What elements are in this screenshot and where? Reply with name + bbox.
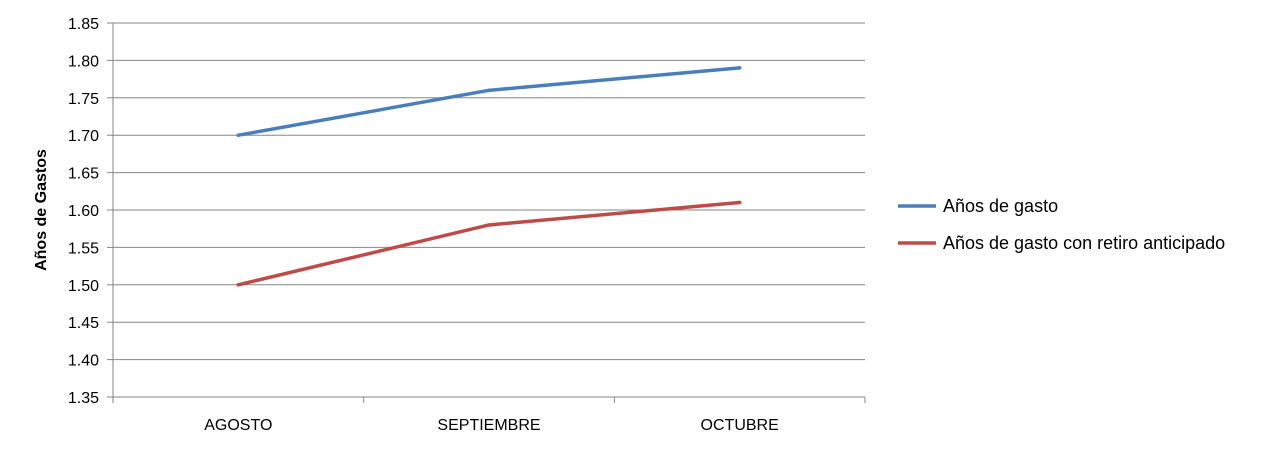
y-tick-label: 1.35 <box>68 390 99 407</box>
y-axis-title: Años de Gastos <box>33 149 50 271</box>
data-point <box>737 66 742 70</box>
data-point <box>487 223 491 227</box>
y-tick-label: 1.40 <box>68 353 99 370</box>
series-lines <box>236 66 742 287</box>
y-axis-tick-labels: 1.35 1.40 1.45 1.50 1.55 1.60 1.65 1.70 1.75 1.80… <box>68 16 99 407</box>
x-axis-tick-labels: AGOSTO SEPTIEMBRE OCTUBRE <box>204 417 779 434</box>
y-tick-label: 1.85 <box>68 16 99 33</box>
y-tick-label: 1.50 <box>68 278 99 295</box>
data-point <box>737 200 742 205</box>
y-tick-label: 1.80 <box>68 53 99 70</box>
y-tick-label: 1.45 <box>68 315 99 332</box>
x-tick-label: OCTUBRE <box>701 417 779 434</box>
legend: Años de gasto Años de gasto con retiro an… <box>898 196 1225 253</box>
x-tick-label: AGOSTO <box>204 417 272 434</box>
data-point <box>487 88 491 93</box>
legend-label: Años de gasto con retiro anticipado <box>943 233 1225 253</box>
y-tick-label: 1.55 <box>68 240 99 257</box>
x-tick-label: SEPTIEMBRE <box>437 417 540 434</box>
data-point <box>236 283 241 287</box>
gridlines <box>113 22 865 398</box>
axes <box>107 22 866 403</box>
y-tick-label: 1.70 <box>68 128 99 145</box>
series-line-1 <box>236 66 742 137</box>
series-line-2 <box>236 200 742 287</box>
y-tick-label: 1.60 <box>68 203 99 220</box>
data-point <box>236 133 241 137</box>
y-tick-label: 1.75 <box>68 91 99 108</box>
y-tick-label: 1.65 <box>68 166 99 183</box>
legend-label: Años de gasto <box>943 196 1058 216</box>
